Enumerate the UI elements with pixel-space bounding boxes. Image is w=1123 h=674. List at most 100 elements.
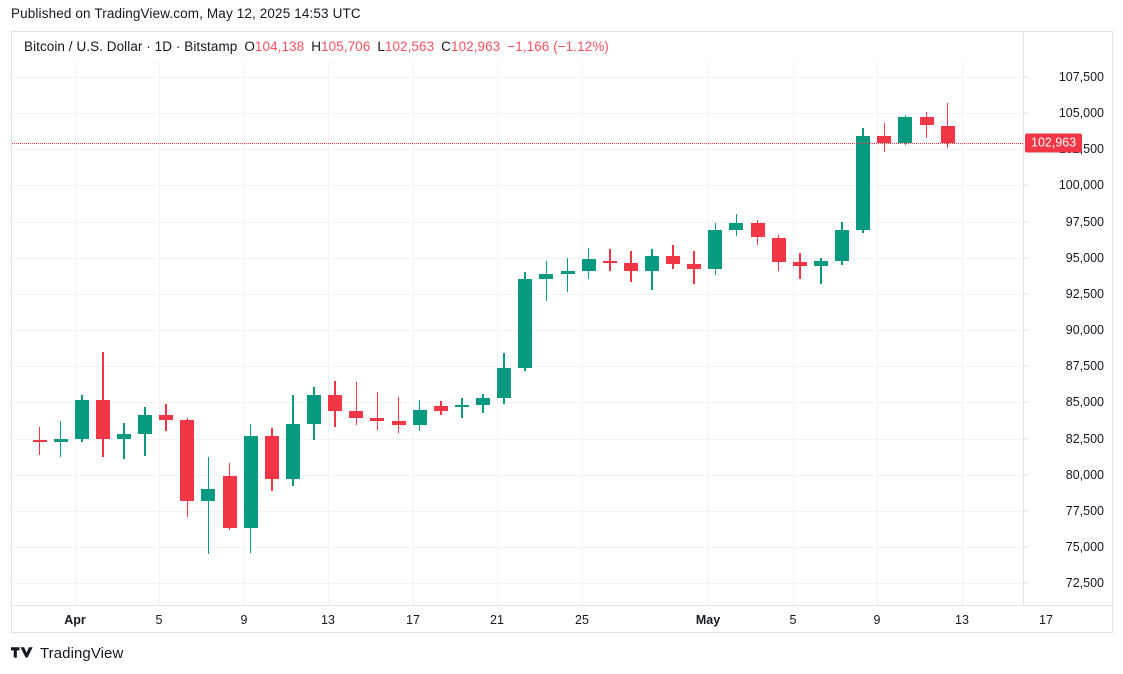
price-gridline <box>12 583 1023 585</box>
price-tick-mark <box>1023 221 1029 223</box>
candle-body <box>159 415 174 420</box>
price-gridline <box>12 402 1023 404</box>
candle-body <box>95 400 110 440</box>
time-tick-label: 5 <box>155 613 163 627</box>
price-tick-label: 82,500 <box>1065 431 1104 446</box>
time-gridline <box>582 61 583 605</box>
time-tick-label: 21 <box>490 613 504 627</box>
price-gridline <box>12 185 1023 187</box>
legend-high-label: H <box>311 39 322 54</box>
time-tick-label: 9 <box>873 613 881 627</box>
tradingview-logo-icon <box>11 646 33 658</box>
candle-body <box>560 270 575 274</box>
price-tick-mark <box>1023 112 1029 114</box>
candle-body <box>497 367 512 399</box>
legend-interval[interactable]: 1D <box>154 39 173 54</box>
price-tick-label: 75,000 <box>1065 540 1104 555</box>
price-tick-mark <box>1023 365 1029 367</box>
time-tick-label: Apr <box>64 613 86 627</box>
footer-brand: TradingView <box>11 645 123 662</box>
candle-body <box>644 256 659 271</box>
time-tick-label: 13 <box>955 613 969 627</box>
chart-frame: Bitcoin / U.S. Dollar · 1D · Bitstamp O10… <box>11 31 1113 633</box>
price-tick-mark <box>1023 582 1029 584</box>
price-gridline <box>12 257 1023 259</box>
candle-body <box>835 230 850 261</box>
price-tick-label: 92,500 <box>1065 286 1104 301</box>
price-axis[interactable]: 107,500105,000102,500100,00097,50095,000… <box>1023 61 1112 605</box>
candle-body <box>391 421 406 425</box>
price-gridline <box>12 366 1023 368</box>
price-tick-label: 85,000 <box>1065 395 1104 410</box>
candle-wick <box>397 396 400 433</box>
candle-body <box>771 237 786 263</box>
candle-body <box>328 395 343 412</box>
price-tick-label: 90,000 <box>1065 323 1104 338</box>
candle-body <box>433 406 448 412</box>
time-gridline <box>497 61 498 605</box>
time-gridline <box>793 61 794 605</box>
price-tick-mark <box>1023 401 1029 403</box>
candle-wick <box>376 392 379 430</box>
legend-exchange: Bitstamp <box>184 39 238 54</box>
candle-body <box>180 419 195 501</box>
candle-wick <box>123 422 125 459</box>
price-gridline <box>12 330 1023 332</box>
candle-body <box>623 262 638 271</box>
candle-body <box>898 117 913 144</box>
legend-sep-1: · <box>142 39 155 54</box>
candle-body <box>581 259 596 271</box>
legend-low-label: L <box>377 39 385 54</box>
chart-plot-area[interactable] <box>12 61 1023 605</box>
legend-high-value: 105,706 <box>321 39 371 54</box>
candle-body <box>813 260 828 266</box>
legend-open-value: 104,138 <box>254 39 305 54</box>
price-tick-label: 87,500 <box>1065 359 1104 374</box>
candle-wick <box>799 253 801 280</box>
candle-body <box>539 273 554 280</box>
price-tick-mark <box>1023 438 1029 440</box>
price-tick-label: 97,500 <box>1065 214 1104 229</box>
candle-body <box>264 435 279 480</box>
price-tick-mark <box>1023 546 1029 548</box>
time-gridline <box>159 61 160 605</box>
price-tick-mark <box>1023 474 1029 476</box>
price-tick-mark <box>1023 293 1029 295</box>
legend-low-value: 102,563 <box>384 39 435 54</box>
time-tick-label: 9 <box>240 613 248 627</box>
candle-body <box>74 400 89 440</box>
candle-wick <box>545 260 548 302</box>
candle-body <box>919 117 934 126</box>
candle-body <box>602 260 617 263</box>
price-tick-label: 107,500 <box>1058 69 1104 84</box>
current-price-badge[interactable]: 102,963 <box>1025 133 1083 153</box>
candle-body <box>349 411 364 419</box>
price-tick-mark <box>1023 329 1029 331</box>
price-tick-label: 95,000 <box>1065 250 1104 265</box>
published-caption: Published on TradingView.com, May 12, 20… <box>11 6 361 21</box>
candle-wick <box>608 249 611 271</box>
time-tick-label: 13 <box>321 613 335 627</box>
price-tick-label: 100,000 <box>1058 178 1104 193</box>
price-gridline <box>12 438 1023 440</box>
price-tick-mark <box>1023 184 1029 186</box>
time-tick-label: 25 <box>575 613 589 627</box>
time-gridline <box>708 61 709 605</box>
candle-body <box>856 136 871 231</box>
candle-wick <box>566 257 569 293</box>
chart-legend: Bitcoin / U.S. Dollar · 1D · Bitstamp O10… <box>24 39 609 54</box>
candle-body <box>940 125 955 143</box>
candle-body <box>53 439 68 443</box>
price-tick-label: 77,500 <box>1065 503 1104 518</box>
candle-body <box>32 440 47 443</box>
legend-close-label: C <box>441 39 451 54</box>
candle-body <box>454 405 469 407</box>
legend-symbol[interactable]: Bitcoin / U.S. Dollar <box>24 39 143 54</box>
candle-body <box>708 230 723 269</box>
candle-body <box>666 256 681 264</box>
candle-body <box>138 415 153 435</box>
time-gridline <box>877 61 878 605</box>
time-axis[interactable]: Apr5913172125May59131721 <box>12 605 1112 633</box>
price-gridline <box>12 510 1023 512</box>
candle-body <box>729 223 744 231</box>
